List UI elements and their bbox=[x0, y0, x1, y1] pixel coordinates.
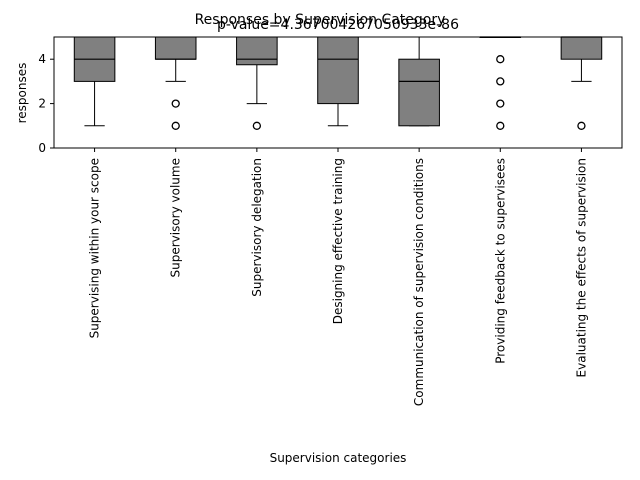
x-tick-label: Communication of supervision conditions bbox=[412, 158, 426, 406]
y-tick-label: 0 bbox=[38, 141, 46, 155]
x-axis-label: Supervision categories bbox=[270, 451, 407, 465]
x-tick-label: Designing effective training bbox=[331, 158, 345, 324]
x-tick-label: Supervisory delegation bbox=[250, 158, 264, 297]
box-iqr bbox=[317, 36, 359, 105]
axes-frame bbox=[53, 36, 623, 149]
outlier-point bbox=[577, 121, 586, 130]
outlier-point bbox=[496, 121, 505, 130]
outlier-point bbox=[171, 121, 180, 130]
box-iqr bbox=[154, 36, 197, 60]
outlier-point bbox=[252, 121, 262, 130]
y-axis-label: responses bbox=[15, 63, 29, 124]
box-iqr bbox=[398, 58, 440, 127]
x-tick-label: Evaluating the effects of supervision bbox=[574, 158, 588, 377]
y-tick-label: 2 bbox=[38, 97, 46, 111]
y-tick-label: 4 bbox=[38, 52, 46, 66]
outlier-point bbox=[496, 99, 505, 108]
outlier-point bbox=[496, 77, 505, 86]
plot-area: 0 2 4 Supervising within your scope Supervis… bbox=[38, 36, 603, 406]
x-tick-label: Supervising within your scope bbox=[88, 158, 102, 338]
x-tick-label: Supervisory volume bbox=[169, 158, 183, 278]
outlier-point bbox=[171, 99, 180, 108]
chart-title: Responses by Supervision Category bbox=[195, 12, 446, 28]
x-tick-label: Providing feedback to supervisees bbox=[493, 158, 507, 364]
outlier-point bbox=[496, 55, 505, 64]
box-iqr bbox=[236, 36, 278, 66]
chart-subtitle: p-value=4.367004267050933e-86 bbox=[217, 17, 459, 33]
box-iqr bbox=[560, 36, 603, 60]
